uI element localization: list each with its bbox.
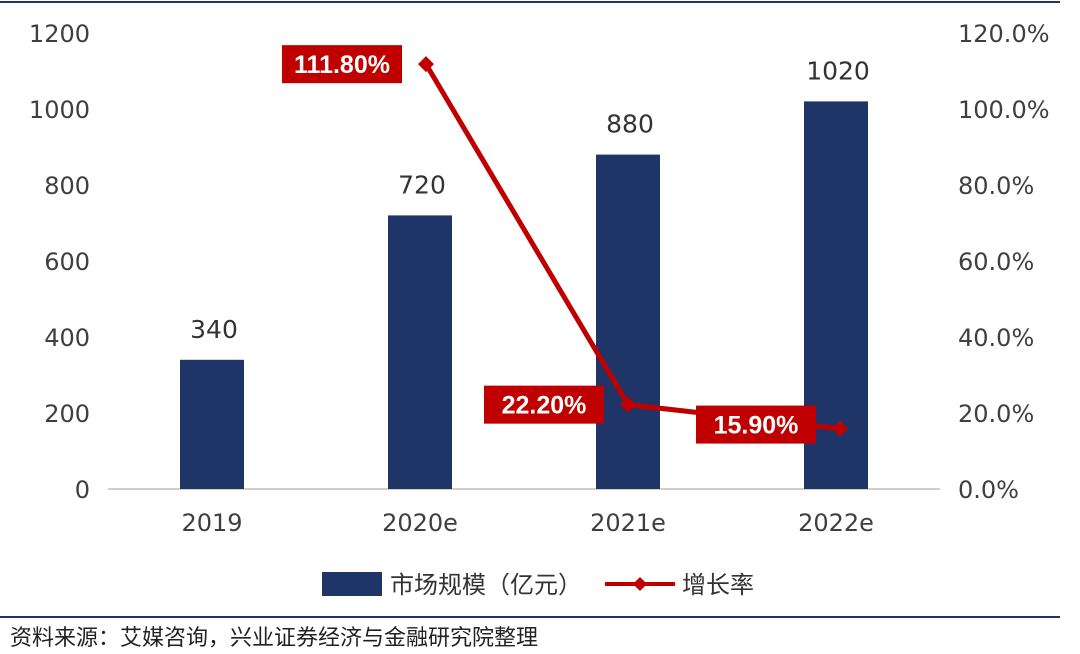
left-axis-tick-label: 0: [75, 476, 90, 504]
growth-rate-label-box: [484, 385, 604, 424]
right-axis-tick-label: 80.0%: [958, 172, 1034, 200]
category-label: 2019: [181, 509, 242, 537]
bar-value-label: 1020: [806, 56, 870, 85]
bar-value-label: 340: [190, 315, 238, 344]
right-axis-tick-label: 60.0%: [958, 248, 1034, 276]
growth-rate-label-box: [696, 405, 816, 444]
legend-bar-label: 市场规模（亿元）: [390, 571, 582, 599]
growth-rate-label: 15.90%: [714, 412, 799, 440]
right-axis-ticks: 0.0% 20.0% 40.0% 60.0% 80.0% 100.0% 120.0%: [958, 20, 1050, 504]
bar-value-labels: 340 720 880 1020: [190, 56, 870, 343]
right-axis-tick-label: 0.0%: [958, 476, 1019, 504]
legend-diamond-marker: [633, 577, 647, 591]
bar: [180, 359, 244, 489]
growth-rate-label: 22.20%: [502, 392, 587, 420]
category-label: 2020e: [382, 509, 458, 537]
left-axis-tick-label: 400: [44, 324, 90, 352]
left-axis-ticks: 0 200 400 600 800 1000 1200: [29, 20, 90, 504]
bar: [388, 215, 452, 489]
bars: [180, 101, 868, 490]
bar-value-label: 720: [398, 170, 446, 199]
bar-value-label: 880: [606, 110, 654, 139]
bar: [596, 154, 660, 489]
left-axis-tick-label: 600: [44, 248, 90, 276]
right-axis-tick-label: 100.0%: [958, 96, 1050, 124]
growth-rate-label: 111.80%: [294, 51, 390, 79]
left-axis-tick-label: 200: [44, 400, 90, 428]
left-axis-tick-label: 1000: [29, 96, 90, 124]
growth-rate-marker: [418, 56, 434, 73]
growth-line-group: 111.80% 22.20% 15.90%: [282, 45, 848, 444]
legend: 市场规模（亿元） 增长率: [322, 571, 754, 599]
legend-bar-swatch: [322, 572, 382, 596]
category-label: 2021e: [590, 509, 666, 537]
growth-rate-marker: [620, 396, 636, 413]
left-axis-tick-label: 1200: [29, 20, 90, 48]
right-axis-tick-label: 20.0%: [958, 400, 1034, 428]
growth-rate-label-box: [282, 45, 402, 84]
category-label: 2022e: [798, 509, 874, 537]
category-labels: 2019 2020e 2021e 2022e: [181, 509, 873, 537]
growth-rate-marker: [832, 420, 848, 437]
right-axis-tick-label: 120.0%: [958, 20, 1050, 48]
legend-line-label: 增长率: [682, 571, 754, 599]
left-axis-tick-label: 800: [44, 172, 90, 200]
source-note: 资料来源：艾媒咨询，兴业证券经济与金融研究院整理: [10, 626, 539, 651]
right-axis-tick-label: 40.0%: [958, 324, 1034, 352]
